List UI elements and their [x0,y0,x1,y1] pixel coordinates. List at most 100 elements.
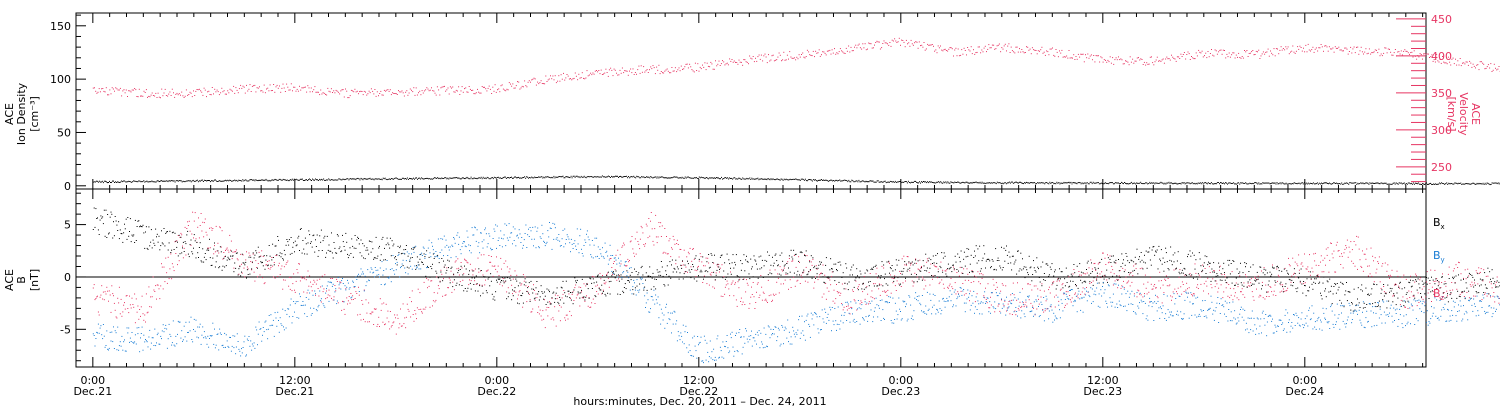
density-series-point [1043,182,1045,184]
density-series-point [1366,182,1368,184]
density-series-point [807,179,809,181]
bz-series-point [1289,265,1291,267]
velocity-series-point [1132,58,1134,60]
density-series [92,175,1500,186]
velocity-series-point [863,47,865,49]
velocity-series-point [1471,66,1473,68]
bz-series-point [793,255,795,256]
density-series-point [1316,182,1318,184]
velocity-series-point [445,90,447,92]
velocity-series-point [697,63,699,65]
density-series-point [302,180,304,181]
velocity-series-point [1473,65,1475,67]
bz-series-point [1447,273,1449,275]
bz-series-point [140,306,142,308]
density-series-point [1471,183,1473,185]
bz-series-point [715,272,717,274]
density-series-point [835,179,837,181]
velocity-series-point [995,48,997,50]
bz-series-point [385,303,387,305]
velocity-series-point [107,94,108,96]
velocity-series-point [1497,68,1499,70]
bz-series-point [380,309,382,311]
density-series-point [1386,183,1388,185]
velocity-series-point [945,50,947,51]
density-series-point [1459,183,1461,184]
velocity-series-point [647,72,649,73]
density-series-point [541,176,543,178]
density-series-point [492,178,494,180]
density-series-point [1376,182,1378,184]
velocity-series-point [1007,45,1009,47]
bz-series-point [467,262,469,264]
density-series-point [683,177,685,179]
density-series-point [1353,182,1355,184]
velocity-series-point [190,92,192,94]
bz-series-point [533,289,535,291]
bz-series-point [1048,286,1050,288]
density-series-point [152,181,154,183]
velocity-series-point [1389,48,1390,50]
bz-series-point [408,310,410,312]
bz-series-point [392,322,394,324]
velocity-series-point [601,74,603,75]
density-series-point [668,177,670,179]
velocity-series-point [328,90,330,92]
density-series-point [407,178,409,180]
density-series-point [955,182,957,183]
bz-series-point [447,287,449,289]
velocity-series-point [1321,46,1323,48]
bz-series-point [1035,285,1037,287]
bz-series-point [609,258,611,260]
bz-series-point [1415,273,1417,275]
bz-series-point [1400,299,1402,301]
density-series-point [144,181,146,183]
bz-series-point [1149,277,1151,278]
density-series-point [851,179,853,181]
density-series-point [904,181,906,182]
velocity-series-point [530,81,531,83]
bz-series-point [174,241,176,243]
density-series-point [1055,183,1057,185]
density-series-point [161,180,163,182]
velocity-series-point [942,50,944,52]
density-series-point [1251,183,1253,185]
bz-series-point [181,234,183,236]
bz-series-point [444,294,446,296]
density-series-point [1449,183,1451,185]
bz-series-point [678,256,680,258]
velocity-series-point [237,92,239,94]
velocity-series-point [282,83,284,85]
density-series-point [1431,183,1432,185]
density-series-point [949,182,951,184]
density-series-point [1249,182,1251,184]
velocity-series-point [155,92,157,94]
velocity-series-point [610,67,612,69]
density-series-point [1066,182,1068,184]
bz-series-point [544,299,545,301]
bz-series-point [1188,287,1190,289]
bz-series-point [1224,274,1225,275]
density-series-point [1160,181,1162,183]
bz-series-point [245,259,247,261]
bz-series-point [1200,283,1202,285]
velocity-series-point [976,51,978,53]
bz-series-point [103,299,105,301]
density-series-point [1158,183,1160,184]
density-series-point [1281,182,1283,184]
velocity-series-point [1092,59,1093,61]
bz-series-point [1098,262,1100,264]
density-series-point [365,178,367,180]
bz-series-point [160,285,162,287]
density-series-point [858,179,860,181]
density-series-point [721,176,722,178]
bz-series-point [1375,272,1377,274]
bz-series-point [847,305,849,307]
density-series-point [443,178,445,179]
density-series-point [1401,183,1403,185]
bz-series-point [455,260,457,262]
bz-series-point [732,280,734,282]
density-series-point [123,180,125,182]
density-series-point [197,181,199,183]
